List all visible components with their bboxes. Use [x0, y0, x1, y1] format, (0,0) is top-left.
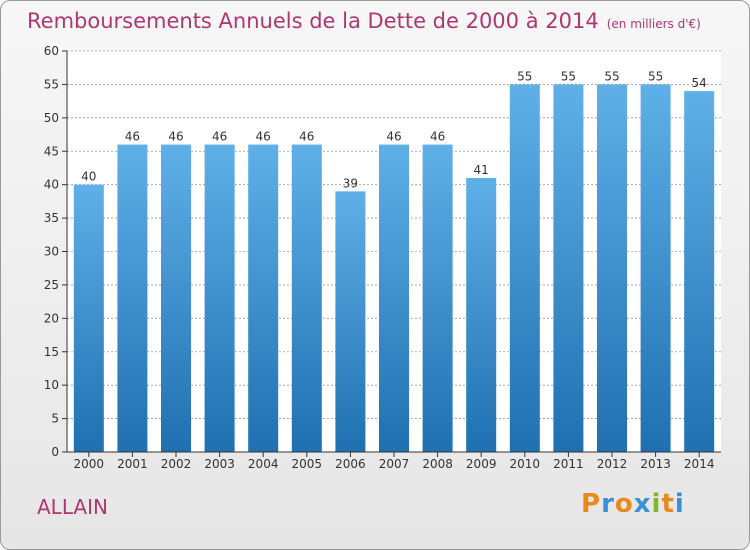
y-tick-label: 15 — [44, 345, 59, 359]
x-tick-label: 2013 — [640, 457, 671, 471]
x-tick-label: 2004 — [248, 457, 279, 471]
x-tick-label: 2012 — [597, 457, 628, 471]
logo-letter: r — [601, 489, 615, 519]
data-label: 41 — [474, 163, 489, 177]
x-tick-label: 2014 — [684, 457, 715, 471]
x-tick-label: 2011 — [553, 457, 584, 471]
logo-letter: o — [614, 489, 634, 519]
logo-letter: t — [661, 489, 675, 519]
x-tick-label: 2010 — [510, 457, 541, 471]
y-tick-label: 20 — [44, 311, 59, 325]
bar — [640, 84, 671, 453]
bar — [248, 144, 279, 453]
data-label: 46 — [212, 130, 227, 144]
y-tick-label: 45 — [44, 144, 59, 158]
y-tick-label: 5 — [51, 412, 59, 426]
y-tick-label: 50 — [44, 111, 59, 125]
bar — [117, 144, 148, 453]
data-label: 46 — [168, 130, 183, 144]
x-tick-label: 2000 — [74, 457, 105, 471]
data-label: 55 — [604, 69, 619, 83]
x-tick-label: 2008 — [422, 457, 453, 471]
data-label: 46 — [430, 130, 445, 144]
data-label: 55 — [648, 69, 663, 83]
data-label: 39 — [343, 176, 358, 190]
y-tick-label: 10 — [44, 378, 59, 392]
bar — [597, 84, 627, 453]
logo-letter: i — [651, 489, 662, 519]
bar — [553, 84, 584, 453]
chart-title: Remboursements Annuels de la Dette de 20… — [27, 9, 701, 33]
logo-letter: x — [633, 489, 652, 519]
x-tick-label: 2009 — [466, 457, 497, 471]
data-label: 46 — [256, 130, 271, 144]
data-label: 46 — [299, 130, 314, 144]
bar — [466, 177, 497, 452]
bar — [509, 84, 540, 453]
y-tick-label: 35 — [44, 211, 59, 225]
commune-name: ALLAIN — [37, 495, 108, 519]
bar — [684, 91, 715, 452]
data-label: 55 — [517, 69, 532, 83]
y-tick-label: 60 — [44, 44, 59, 58]
data-label: 46 — [386, 130, 401, 144]
y-tick-label: 30 — [44, 245, 59, 259]
bar — [379, 144, 409, 453]
bar — [335, 191, 366, 452]
y-tick-label: 0 — [51, 445, 59, 459]
x-tick-label: 2006 — [335, 457, 366, 471]
x-tick-label: 2003 — [204, 457, 235, 471]
x-tick-label: 2001 — [117, 457, 148, 471]
x-tick-label: 2002 — [161, 457, 192, 471]
bar — [204, 144, 235, 453]
logo-letter: P — [581, 489, 602, 519]
data-label: 40 — [81, 170, 96, 184]
data-label: 46 — [125, 130, 140, 144]
y-tick-label: 40 — [44, 178, 59, 192]
y-tick-label: 25 — [44, 278, 59, 292]
y-tick-label: 55 — [44, 77, 59, 91]
data-label: 55 — [561, 69, 576, 83]
chart-title-text: Remboursements Annuels de la Dette de 20… — [27, 9, 599, 33]
bar — [161, 144, 191, 453]
proxiti-logo: Proxiti — [581, 489, 685, 519]
logo-letter: i — [674, 489, 685, 519]
bar — [73, 184, 104, 452]
x-tick-label: 2005 — [292, 457, 323, 471]
chart-unit: (en milliers d'€) — [606, 17, 701, 31]
bar — [291, 144, 322, 453]
x-tick-label: 2007 — [379, 457, 410, 471]
data-label: 54 — [692, 76, 707, 90]
bar — [422, 144, 453, 453]
